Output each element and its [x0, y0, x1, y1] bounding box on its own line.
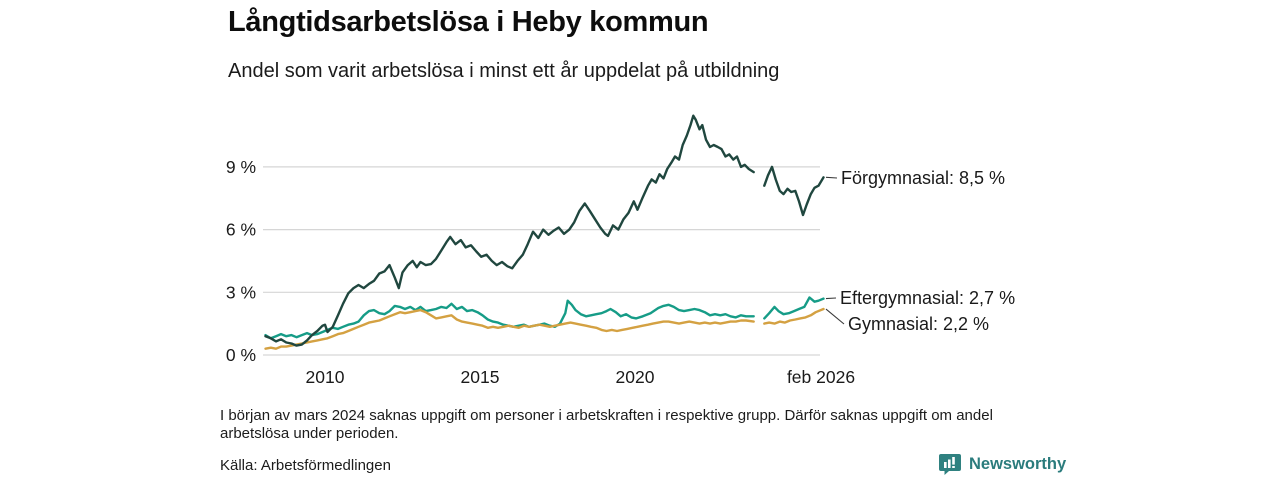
series-end-label-gymnasial: Gymnasial: 2,2 % — [848, 314, 989, 334]
y-axis-label: 0 % — [226, 345, 256, 365]
chart-title: Långtidsarbetslösa i Heby kommun — [228, 6, 709, 38]
x-axis-label: 2020 — [616, 367, 655, 387]
y-axis-label: 3 % — [226, 282, 256, 302]
y-axis-label: 9 % — [226, 157, 256, 177]
source-label: Källa: Arbetsförmedlingen — [220, 457, 391, 474]
series-end-label-eftergymnasial: Eftergymnasial: 2,7 % — [840, 288, 1015, 308]
label-connector — [825, 308, 845, 325]
chart-subtitle: Andel som varit arbetslösa i minst ett å… — [228, 60, 780, 82]
series-line-forgymnasial — [264, 114, 825, 347]
chart-footnote: I början av mars 2024 saknas uppgift om … — [220, 407, 993, 442]
y-axis-label: 6 % — [226, 220, 256, 240]
newsworthy-wordmark: Newsworthy — [969, 454, 1067, 473]
x-axis-label: 2010 — [306, 367, 345, 387]
x-axis-label: 2015 — [461, 367, 500, 387]
series-line-eftergymnasial — [264, 296, 825, 340]
label-connector — [825, 297, 837, 300]
label-connector — [825, 176, 838, 179]
x-axis-label: feb 2026 — [787, 367, 855, 387]
newsworthy-bar-chart-icon — [939, 454, 961, 475]
series-line-gymnasial — [264, 307, 825, 350]
series-end-label-forgymnasial: Förgymnasial: 8,5 % — [841, 168, 1005, 188]
newsworthy-logo: Newsworthy — [938, 452, 1066, 476]
